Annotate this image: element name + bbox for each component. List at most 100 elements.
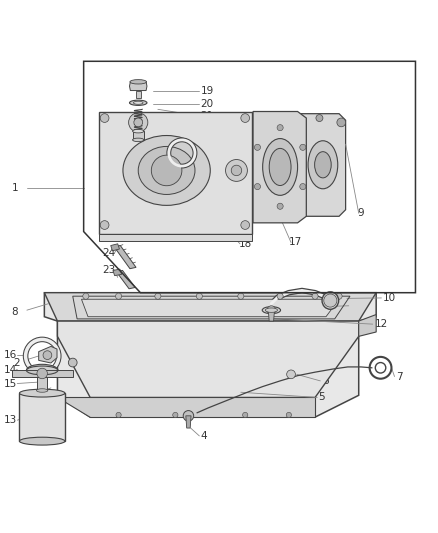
Circle shape bbox=[267, 306, 276, 314]
Text: 2: 2 bbox=[13, 358, 20, 368]
Circle shape bbox=[134, 118, 143, 127]
Polygon shape bbox=[99, 111, 252, 234]
Text: 4: 4 bbox=[200, 431, 207, 441]
Text: 16: 16 bbox=[4, 350, 17, 360]
Ellipse shape bbox=[322, 292, 339, 309]
Polygon shape bbox=[99, 234, 252, 241]
Text: 14: 14 bbox=[4, 365, 17, 375]
Circle shape bbox=[151, 155, 182, 185]
Text: 6: 6 bbox=[322, 376, 328, 386]
Ellipse shape bbox=[262, 306, 281, 313]
Polygon shape bbox=[44, 293, 376, 321]
Ellipse shape bbox=[308, 141, 338, 189]
Text: 10: 10 bbox=[383, 293, 396, 303]
Circle shape bbox=[277, 125, 283, 131]
Circle shape bbox=[243, 413, 248, 417]
Circle shape bbox=[129, 113, 148, 132]
Text: 20: 20 bbox=[201, 99, 214, 109]
Circle shape bbox=[196, 293, 202, 299]
Circle shape bbox=[241, 114, 250, 123]
Circle shape bbox=[100, 114, 109, 123]
Ellipse shape bbox=[269, 148, 291, 185]
Circle shape bbox=[183, 410, 194, 421]
Text: 11: 11 bbox=[350, 301, 363, 311]
Polygon shape bbox=[186, 416, 191, 428]
Ellipse shape bbox=[133, 130, 144, 133]
Circle shape bbox=[286, 413, 291, 417]
Circle shape bbox=[173, 413, 178, 417]
Polygon shape bbox=[39, 346, 57, 363]
Text: 23: 23 bbox=[102, 265, 116, 275]
Circle shape bbox=[254, 183, 261, 190]
Text: 17: 17 bbox=[289, 238, 302, 247]
Circle shape bbox=[231, 165, 242, 176]
Text: 13: 13 bbox=[4, 415, 17, 425]
Text: 25: 25 bbox=[210, 147, 223, 157]
Ellipse shape bbox=[26, 366, 58, 375]
Polygon shape bbox=[359, 314, 376, 336]
Polygon shape bbox=[37, 376, 47, 391]
Text: 12: 12 bbox=[374, 319, 388, 329]
Ellipse shape bbox=[130, 100, 147, 106]
Polygon shape bbox=[300, 114, 346, 216]
Text: 18: 18 bbox=[239, 239, 252, 249]
Circle shape bbox=[116, 413, 121, 417]
Polygon shape bbox=[268, 311, 275, 321]
Ellipse shape bbox=[36, 389, 48, 392]
Circle shape bbox=[277, 203, 283, 209]
Polygon shape bbox=[133, 131, 144, 140]
Polygon shape bbox=[111, 244, 120, 251]
Circle shape bbox=[300, 144, 306, 150]
Ellipse shape bbox=[19, 437, 65, 445]
Polygon shape bbox=[44, 293, 376, 417]
Circle shape bbox=[116, 293, 122, 299]
Ellipse shape bbox=[26, 364, 58, 376]
Circle shape bbox=[287, 370, 295, 379]
Text: 1: 1 bbox=[12, 183, 18, 193]
Circle shape bbox=[43, 351, 52, 359]
Polygon shape bbox=[57, 398, 315, 417]
Polygon shape bbox=[130, 82, 147, 91]
Circle shape bbox=[300, 183, 306, 190]
Polygon shape bbox=[253, 111, 306, 223]
Circle shape bbox=[83, 293, 89, 299]
Polygon shape bbox=[57, 321, 359, 398]
Circle shape bbox=[238, 293, 244, 299]
Circle shape bbox=[37, 368, 47, 379]
Polygon shape bbox=[136, 91, 141, 99]
Ellipse shape bbox=[134, 101, 143, 104]
Circle shape bbox=[277, 293, 283, 299]
Polygon shape bbox=[12, 370, 73, 376]
Text: 22: 22 bbox=[201, 123, 214, 133]
Polygon shape bbox=[117, 270, 135, 289]
Ellipse shape bbox=[130, 79, 147, 84]
Ellipse shape bbox=[138, 147, 195, 195]
Text: 3: 3 bbox=[35, 385, 42, 394]
Ellipse shape bbox=[314, 152, 331, 178]
Circle shape bbox=[324, 294, 337, 307]
Circle shape bbox=[336, 293, 342, 299]
Text: 7: 7 bbox=[396, 372, 403, 382]
Ellipse shape bbox=[123, 135, 210, 205]
Circle shape bbox=[316, 115, 323, 122]
Polygon shape bbox=[113, 269, 122, 276]
Circle shape bbox=[155, 293, 161, 299]
Ellipse shape bbox=[19, 389, 65, 397]
Text: 5: 5 bbox=[318, 392, 325, 402]
Circle shape bbox=[68, 358, 77, 367]
Circle shape bbox=[241, 221, 250, 229]
Text: 21: 21 bbox=[201, 111, 214, 121]
Circle shape bbox=[312, 293, 318, 299]
Ellipse shape bbox=[263, 139, 297, 195]
Ellipse shape bbox=[265, 308, 278, 312]
Text: 15: 15 bbox=[4, 378, 17, 389]
Polygon shape bbox=[81, 299, 339, 317]
Circle shape bbox=[226, 159, 247, 181]
Text: 24: 24 bbox=[102, 248, 116, 259]
Text: 9: 9 bbox=[358, 208, 364, 218]
Circle shape bbox=[337, 118, 346, 127]
Polygon shape bbox=[114, 246, 136, 269]
Text: 19: 19 bbox=[201, 85, 214, 95]
Circle shape bbox=[254, 144, 261, 150]
Ellipse shape bbox=[133, 138, 144, 142]
